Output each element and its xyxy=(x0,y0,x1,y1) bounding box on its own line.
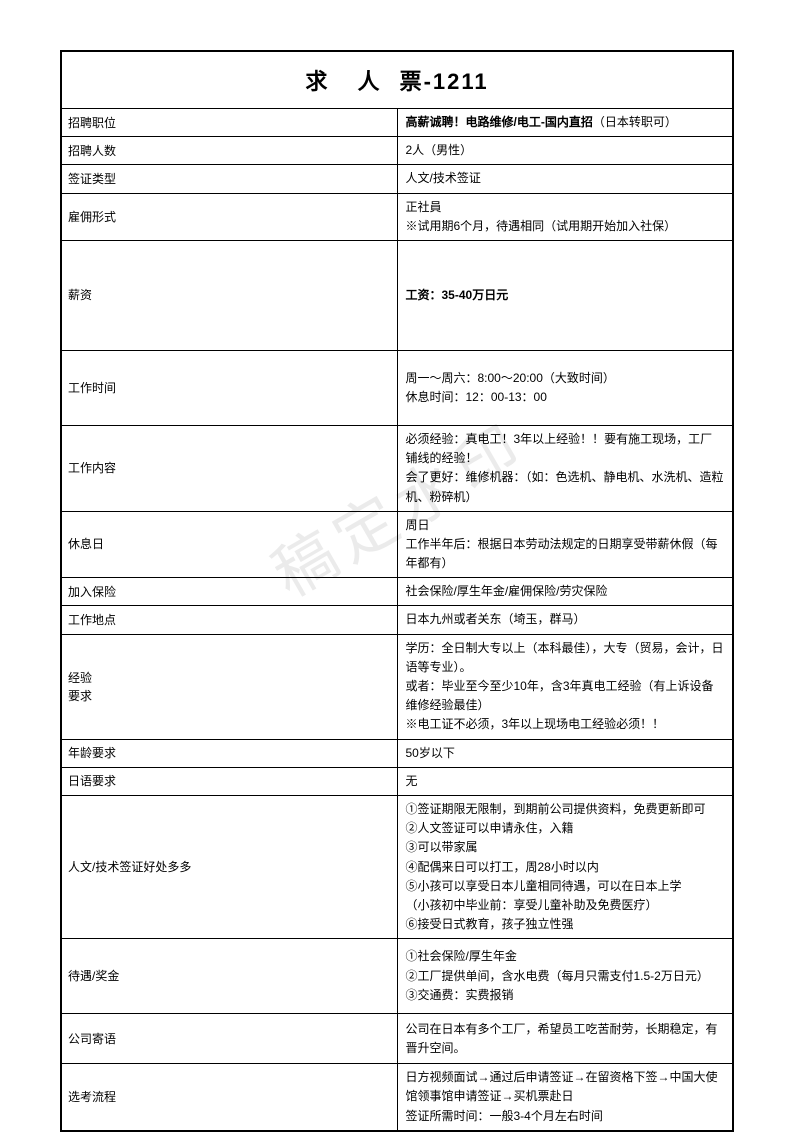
value-japanese: 无 xyxy=(397,767,733,795)
label-content: 工作内容 xyxy=(61,425,397,511)
value-position: 高薪诚聘！电路维修/电工-国内直招（日本转职可） xyxy=(397,109,733,137)
page-title: 求 人 票-1211 xyxy=(61,51,733,109)
label-japanese: 日语要求 xyxy=(61,767,397,795)
value-salary: 工资：35-40万日元 xyxy=(397,240,733,350)
job-table: 求 人 票-1211 招聘职位 高薪诚聘！电路维修/电工-国内直招（日本转职可）… xyxy=(60,50,734,1132)
value-process: 日方视频面试→通过后申请签证→在留资格下签→中国大使馆领事馆申请签证→买机票赴日… xyxy=(397,1064,733,1131)
label-salary: 薪资 xyxy=(61,240,397,350)
value-visa: 人文/技术签证 xyxy=(397,165,733,193)
label-employ: 雇佣形式 xyxy=(61,193,397,240)
value-employ: 正社員 ※试用期6个月，待遇相同（试用期开始加入社保） xyxy=(397,193,733,240)
value-location: 日本九州或者关东（埼玉，群马） xyxy=(397,606,733,634)
label-visa: 签证类型 xyxy=(61,165,397,193)
label-holiday: 休息日 xyxy=(61,511,397,578)
value-message: 公司在日本有多个工厂，希望员工吃苦耐劳，长期稳定，有晋升空间。 xyxy=(397,1014,733,1064)
value-insurance: 社会保险/厚生年金/雇佣保险/劳灾保险 xyxy=(397,578,733,606)
label-process: 选考流程 xyxy=(61,1064,397,1131)
label-insurance: 加入保险 xyxy=(61,578,397,606)
value-bonus: ①社会保险/厚生年金 ②工厂提供单间，含水电费（每月只需支付1.5-2万日元） … xyxy=(397,939,733,1014)
label-bonus: 待遇/奖金 xyxy=(61,939,397,1014)
label-message: 公司寄语 xyxy=(61,1014,397,1064)
label-age: 年龄要求 xyxy=(61,739,397,767)
value-exp: 学历：全日制大专以上（本科最佳），大专（贸易，会计，日语等专业）。 或者：毕业至… xyxy=(397,634,733,739)
value-holiday: 周日 工作半年后：根据日本劳动法规定的日期享受带薪休假（每年都有） xyxy=(397,511,733,578)
label-position: 招聘职位 xyxy=(61,109,397,137)
value-age: 50岁以下 xyxy=(397,739,733,767)
label-worktime: 工作时间 xyxy=(61,350,397,425)
label-location: 工作地点 xyxy=(61,606,397,634)
value-benefit: ①签证期限无限制，到期前公司提供资料，免费更新即可 ②人文签证可以申请永住，入籍… xyxy=(397,795,733,938)
label-exp: 经验 要求 xyxy=(61,634,397,739)
label-headcount: 招聘人数 xyxy=(61,137,397,165)
value-content: 必须经验：真电工！3年以上经验！！要有施工现场，工厂铺线的经验！ 会了更好：维修… xyxy=(397,425,733,511)
label-benefit: 人文/技术签证好处多多 xyxy=(61,795,397,938)
value-worktime: 周一～周六：8:00～20:00（大致时间） 休息时间：12：00-13：00 xyxy=(397,350,733,425)
value-headcount: 2人（男性） xyxy=(397,137,733,165)
